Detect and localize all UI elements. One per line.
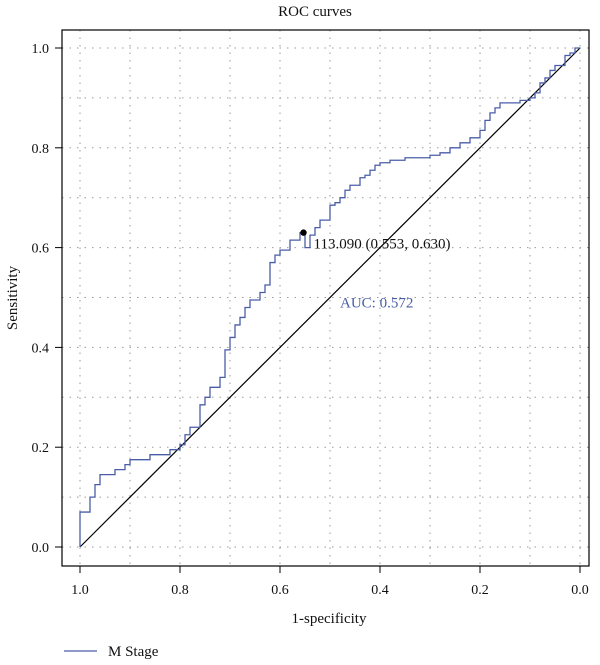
- threshold-annotation: 113.090 (0.553, 0.630): [314, 237, 451, 253]
- plot-frame: [61, 29, 590, 567]
- grid-layer: [62, 30, 589, 566]
- x-tick-label: 0.0: [571, 583, 589, 598]
- roc-curve-m-stage: [79, 47, 580, 547]
- x-tick-label: 1.0: [71, 583, 89, 598]
- reference-diagonal-line: [79, 47, 581, 548]
- threshold-point-marker: [300, 229, 307, 236]
- x-tick-label: 0.8: [171, 583, 189, 598]
- x-tick-label: 0.4: [371, 583, 389, 598]
- y-tick-label: 1.0: [32, 42, 50, 57]
- legend: M Stage: [64, 644, 159, 660]
- y-tick-label: 0.4: [32, 341, 50, 356]
- y-tick-label: 0.6: [32, 242, 50, 257]
- x-axis: 1.0 0.8 0.6 0.4 0.2 0.0: [71, 566, 589, 598]
- legend-label-m-stage: M Stage: [108, 644, 159, 660]
- series-layer: [79, 47, 580, 547]
- x-axis-label: 1-specificity: [292, 611, 367, 627]
- y-axis: 0.0 0.2 0.4 0.6 0.8 1.0: [32, 42, 62, 556]
- y-tick-label: 0.2: [32, 441, 50, 456]
- y-tick-label: 0.0: [32, 541, 50, 556]
- chart-title: ROC curves: [278, 4, 352, 20]
- y-axis-label: Sensitivity: [5, 265, 21, 330]
- x-tick-label: 0.2: [471, 583, 489, 598]
- y-tick-label: 0.8: [32, 142, 50, 157]
- x-tick-label: 0.6: [271, 583, 289, 598]
- auc-annotation: AUC: 0.572: [340, 295, 413, 311]
